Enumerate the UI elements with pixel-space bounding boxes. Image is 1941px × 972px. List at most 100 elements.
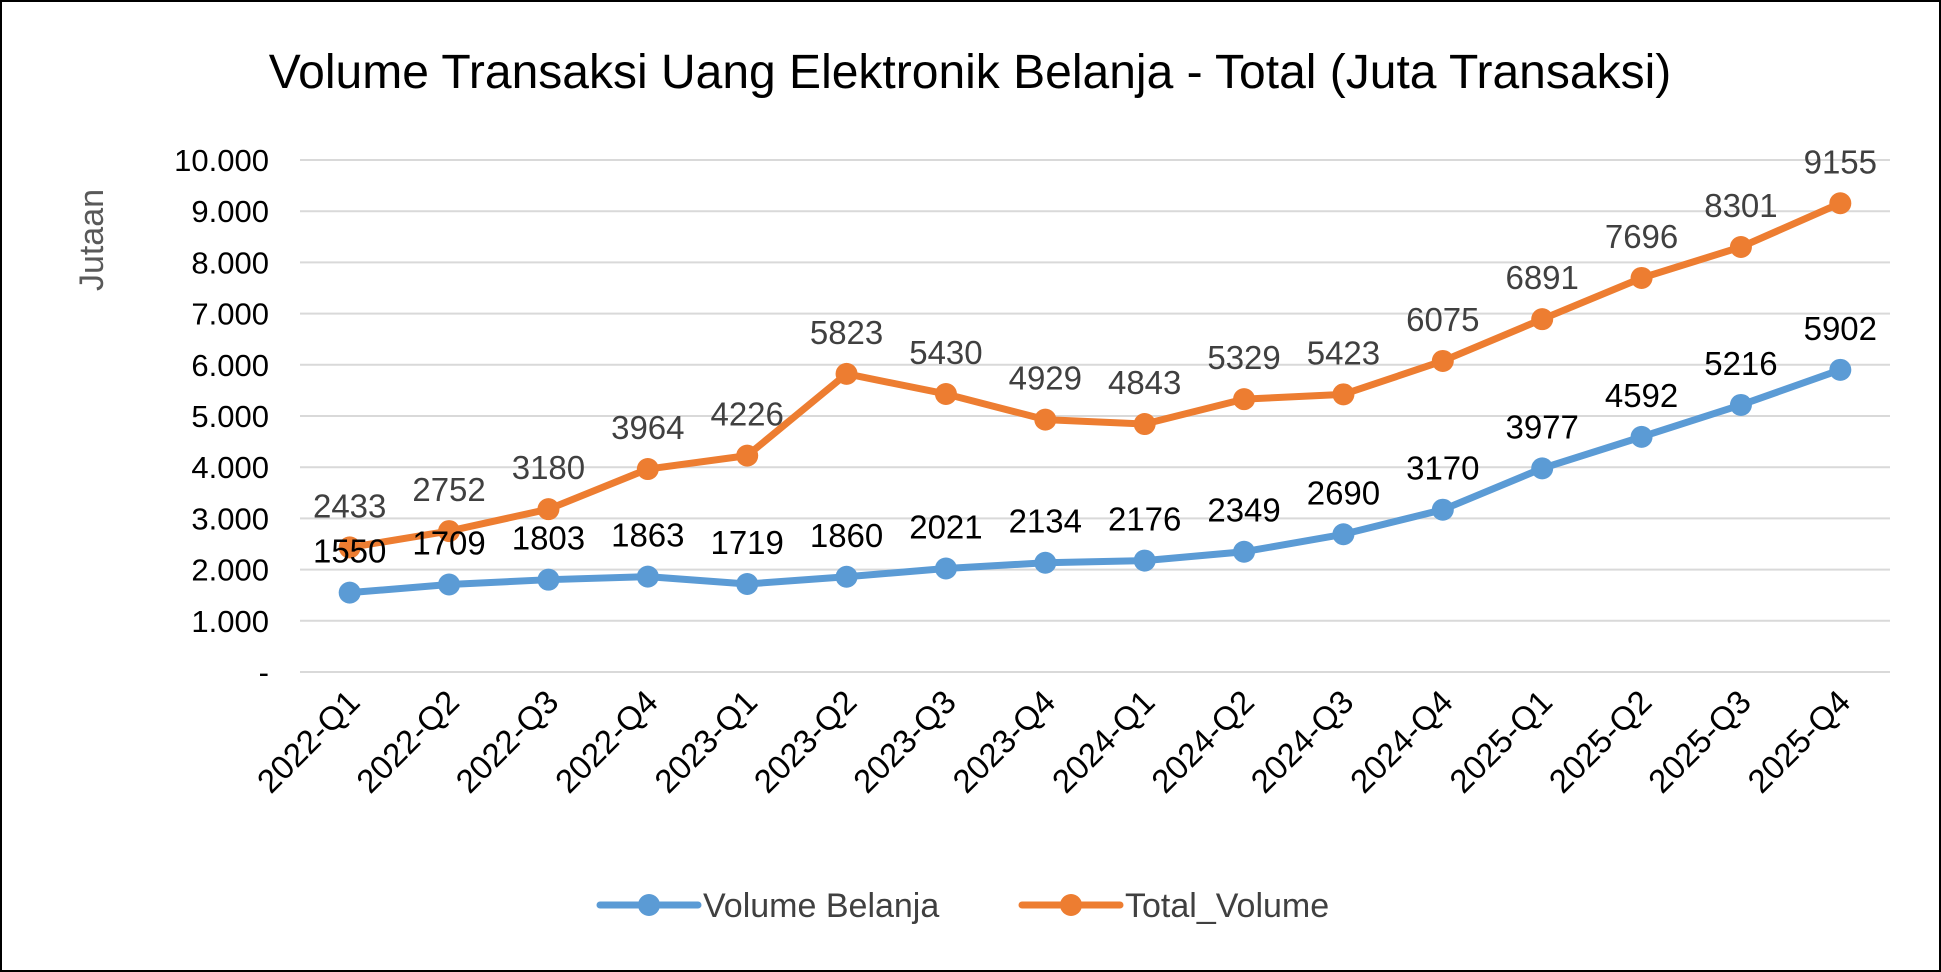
y-axis-ticks: - 1.000 2.000 3.000 4.000 5.000 6.000 7.000 8.00…: [174, 143, 269, 690]
data-point: [1531, 457, 1554, 480]
data-point: [1034, 551, 1057, 574]
data-label: 3964: [611, 409, 684, 446]
data-label: 2134: [1009, 503, 1082, 540]
x-tick-label: 2023-Q4: [945, 683, 1062, 800]
series-line: [346, 199, 1844, 551]
data-point: [1133, 549, 1156, 572]
data-label: 5216: [1704, 345, 1777, 382]
data-label: 1719: [710, 524, 783, 561]
data-label: 2690: [1307, 474, 1380, 511]
chart-title: Volume Transaksi Uang Elektronik Belanja…: [269, 46, 1671, 99]
y-tick-label: 9.000: [191, 194, 269, 229]
data-point: [636, 458, 659, 481]
legend-marker: [638, 894, 660, 916]
data-label: 1863: [611, 517, 684, 554]
data-point: [1630, 266, 1653, 289]
data-label: 4843: [1108, 364, 1181, 401]
y-tick-label: 3.000: [191, 501, 269, 536]
data-label: 1860: [810, 517, 883, 554]
y-tick-label: 1.000: [191, 604, 269, 639]
data-point: [636, 565, 659, 588]
data-label: 5430: [909, 334, 982, 371]
legend-label: Volume Belanja: [703, 887, 939, 925]
data-label: 2752: [412, 471, 485, 508]
data-label: 3180: [512, 449, 585, 486]
data-point: [1233, 388, 1256, 411]
data-label: 9155: [1804, 143, 1877, 180]
x-tick-label: 2024-Q3: [1243, 683, 1360, 800]
legend-label: Total_Volume: [1125, 887, 1329, 925]
data-point: [438, 520, 461, 543]
y-tick-label: 6.000: [191, 348, 269, 383]
data-label: 5902: [1804, 310, 1877, 347]
data-point: [1332, 523, 1355, 546]
x-tick-label: 2023-Q2: [747, 683, 864, 800]
data-point: [537, 568, 560, 591]
data-label: 1709: [412, 524, 485, 561]
data-point: [1630, 425, 1653, 448]
x-tick-label: 2022-Q2: [349, 683, 466, 800]
data-point: [835, 362, 858, 385]
data-label: 1550: [313, 533, 386, 570]
data-label: 7696: [1605, 218, 1678, 255]
data-point: [1729, 235, 1752, 258]
x-tick-label: 2022-Q4: [548, 683, 665, 800]
x-axis-ticks: 2022-Q12022-Q22022-Q32022-Q42023-Q12023-…: [250, 683, 1858, 800]
data-point: [338, 536, 361, 559]
y-tick-label: 5.000: [191, 399, 269, 434]
data-label: 2021: [909, 509, 982, 546]
data-label: 5329: [1207, 339, 1280, 376]
series-line: [346, 366, 1844, 597]
data-point: [1332, 383, 1355, 406]
gridlines: [300, 159, 1890, 673]
data-label: 2433: [313, 487, 386, 524]
data-label: 4929: [1009, 360, 1082, 397]
data-label: 6891: [1505, 259, 1578, 296]
data-point: [736, 572, 759, 595]
series-lines: [338, 192, 1852, 604]
data-label: 8301: [1704, 187, 1777, 224]
x-tick-label: 2024-Q4: [1343, 683, 1460, 800]
y-axis-label: Jutaan: [73, 189, 111, 291]
data-point: [1829, 358, 1852, 381]
data-point: [1133, 413, 1156, 436]
y-tick-label: 10.000: [174, 143, 269, 178]
data-label: 5823: [810, 314, 883, 351]
data-label: 3170: [1406, 450, 1479, 487]
x-tick-label: 2022-Q3: [448, 683, 565, 800]
y-tick-label: 4.000: [191, 450, 269, 485]
data-labels: 1550 1709 1803 1863 1719 1860 2021 2134 2176 2349…: [313, 143, 1877, 569]
y-tick-label: 2.000: [191, 553, 269, 588]
data-label: 5423: [1307, 334, 1380, 371]
data-point: [1431, 498, 1454, 521]
data-point: [1531, 308, 1554, 331]
data-point: [1233, 540, 1256, 563]
x-tick-label: 2022-Q1: [250, 683, 367, 800]
legend-marker: [1060, 894, 1082, 916]
data-point: [1829, 192, 1852, 215]
data-label: 6075: [1406, 301, 1479, 338]
data-point: [1034, 408, 1057, 431]
data-point: [934, 382, 957, 405]
data-point: [1729, 393, 1752, 416]
x-tick-label: 2023-Q1: [647, 683, 764, 800]
x-tick-label: 2025-Q2: [1542, 683, 1659, 800]
x-tick-label: 2023-Q3: [846, 683, 963, 800]
data-point: [934, 557, 957, 580]
data-label: 2176: [1108, 501, 1181, 538]
data-label: 4592: [1605, 377, 1678, 414]
data-point: [338, 581, 361, 604]
x-tick-label: 2025-Q4: [1740, 683, 1857, 800]
y-tick-label: -: [259, 655, 269, 690]
data-label: 2349: [1207, 492, 1280, 529]
data-point: [537, 498, 560, 521]
x-tick-label: 2024-Q1: [1045, 683, 1162, 800]
data-point: [438, 573, 461, 596]
x-tick-label: 2025-Q1: [1442, 683, 1559, 800]
x-tick-label: 2025-Q3: [1641, 683, 1758, 800]
data-label: 1803: [512, 520, 585, 557]
data-point: [835, 565, 858, 588]
data-label: 3977: [1505, 408, 1578, 445]
